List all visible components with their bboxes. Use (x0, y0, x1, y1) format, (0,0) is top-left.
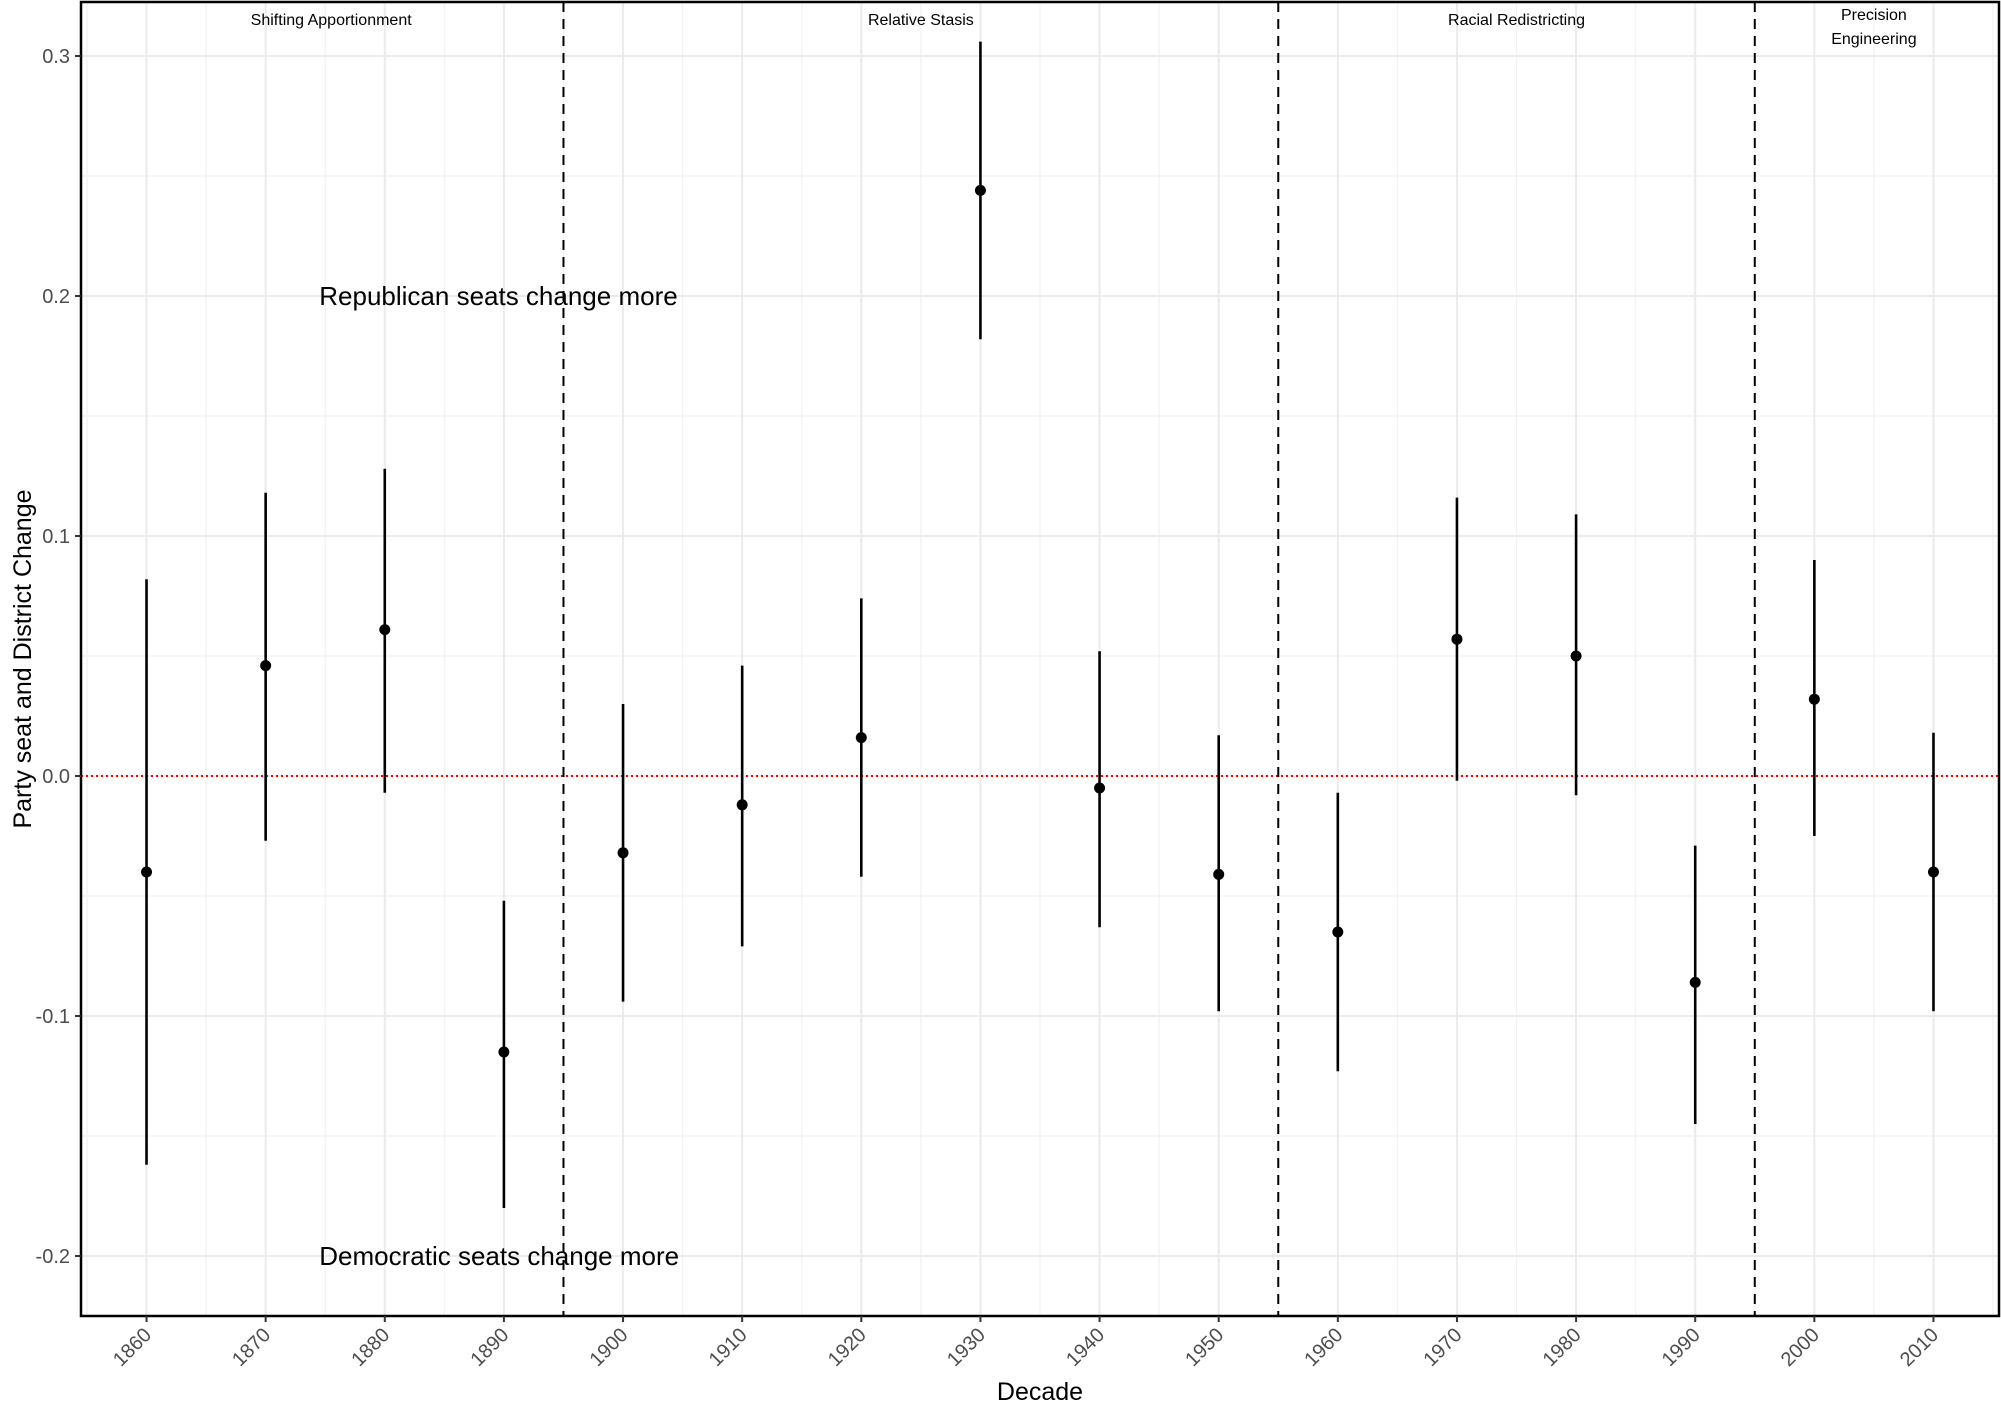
y-tick-label: -0.1 (36, 1006, 70, 1028)
point-estimate (1927, 866, 1939, 878)
point-estimate (974, 184, 986, 196)
x-tick-label: 1930 (943, 1324, 990, 1371)
data-marks (141, 41, 1939, 1208)
x-tick-label: 1880 (347, 1324, 394, 1371)
y-tick-label: -0.2 (36, 1246, 70, 1268)
era-label: Precision (1841, 7, 1907, 24)
point-estimate (141, 866, 153, 878)
point-estimate (736, 799, 748, 811)
point-estimate (1213, 868, 1225, 880)
x-tick-label: 1940 (1062, 1324, 1109, 1371)
era-dividers (562, 2, 1756, 1316)
x-axis-title: Decade (997, 1378, 1083, 1406)
x-tick-label: 2010 (1896, 1324, 1943, 1371)
era-label: Relative Stasis (868, 12, 974, 29)
axes: -0.2 -0.1 0.0 0.1 0.2 0.3 1860 1870 1880 1890 1900… (36, 46, 1943, 1371)
chart-text: Shifting Apportionment Relative Stasis Rac… (251, 7, 1917, 1271)
grid (81, 2, 1999, 1316)
x-tick-label: 1970 (1419, 1324, 1466, 1371)
point-estimate (498, 1046, 510, 1058)
y-tick-label: 0.3 (42, 46, 70, 68)
x-tick-label: 1980 (1539, 1324, 1586, 1371)
point-estimate (1808, 693, 1820, 705)
annotation-text: Republican seats change more (319, 281, 677, 311)
x-tick-label: 1890 (466, 1324, 513, 1371)
point-estimate (617, 847, 629, 859)
era-label: Shifting Apportionment (251, 12, 413, 29)
point-estimate (1451, 633, 1463, 645)
y-tick-label: 0.1 (42, 526, 70, 548)
x-tick-label: 1990 (1658, 1324, 1705, 1371)
point-estimate (379, 624, 391, 636)
x-tick-label: 1900 (586, 1324, 633, 1371)
point-estimate (260, 660, 272, 672)
point-estimate (1570, 650, 1582, 662)
annotation-text: Democratic seats change more (319, 1241, 679, 1271)
era-label: Engineering (1831, 31, 1916, 48)
x-tick-label: 2000 (1777, 1324, 1824, 1371)
era-label: Racial Redistricting (1448, 12, 1585, 29)
y-tick-label: 0.0 (42, 766, 70, 788)
y-tick-label: 0.2 (42, 286, 70, 308)
x-tick-label: 1860 (109, 1324, 156, 1371)
x-tick-label: 1910 (705, 1324, 752, 1371)
panel-border (79, 0, 2001, 1318)
x-tick-label: 1920 (824, 1324, 871, 1371)
x-tick-label: 1950 (1181, 1324, 1228, 1371)
point-estimate (1689, 976, 1701, 988)
point-estimate (1094, 782, 1106, 794)
x-tick-label: 1960 (1300, 1324, 1347, 1371)
x-tick-label: 1870 (228, 1324, 275, 1371)
y-axis-title: Party seat and District Change (9, 489, 37, 828)
point-estimate (855, 732, 867, 744)
point-estimate (1332, 926, 1344, 938)
